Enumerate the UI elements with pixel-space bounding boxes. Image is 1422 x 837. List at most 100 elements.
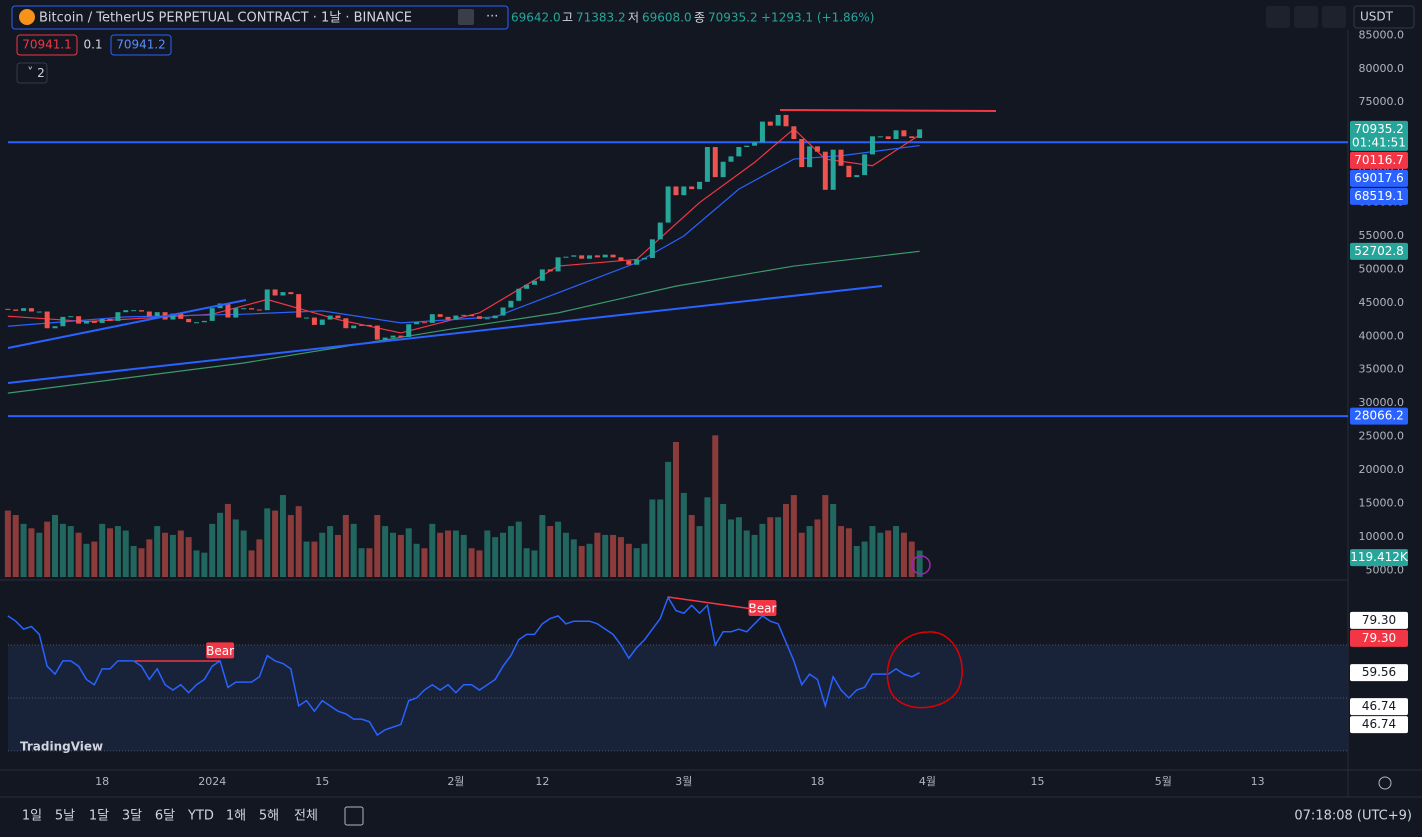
candle bbox=[531, 280, 537, 285]
timeframe-button[interactable]: 3달 bbox=[122, 809, 142, 824]
volume-bar bbox=[783, 503, 790, 577]
timeframe-button[interactable]: 5해 bbox=[259, 809, 279, 824]
volume-bar bbox=[303, 541, 310, 577]
candle bbox=[547, 269, 553, 272]
rsi-badge-box bbox=[1350, 698, 1408, 716]
timeframe-button[interactable]: 1해 bbox=[226, 809, 246, 824]
high: 71383.2 bbox=[576, 11, 626, 25]
timeframe-button[interactable]: 1일 bbox=[22, 809, 42, 824]
volume-bar bbox=[531, 550, 538, 577]
timeframe-button[interactable]: 5날 bbox=[55, 809, 75, 824]
volume-bar bbox=[893, 526, 900, 577]
y-tick-label: 75000.0 bbox=[1359, 95, 1405, 108]
spread: 0.1 bbox=[83, 38, 102, 52]
volume-bar bbox=[806, 526, 813, 577]
price-badge-box bbox=[1350, 242, 1408, 260]
volume-bar bbox=[83, 543, 90, 577]
clock: 07:18:08 (UTC+9) bbox=[1294, 809, 1412, 824]
volume-bar bbox=[570, 539, 577, 577]
volume-bar bbox=[99, 523, 106, 577]
timeframe-button[interactable]: 6달 bbox=[155, 809, 175, 824]
candle bbox=[822, 151, 828, 190]
buy-button[interactable] bbox=[110, 34, 172, 56]
rsi-badge: 46.74 bbox=[1362, 699, 1396, 713]
currency-select[interactable] bbox=[1353, 5, 1415, 29]
y-tick-label: 45000.0 bbox=[1359, 296, 1405, 309]
x-tick-label: 18 bbox=[95, 775, 109, 788]
volume-bar bbox=[460, 534, 467, 577]
indicators-toggle[interactable] bbox=[16, 62, 48, 84]
candle bbox=[712, 147, 718, 178]
volume-bar bbox=[334, 534, 341, 577]
volume-bar bbox=[586, 543, 593, 577]
btc-icon bbox=[19, 9, 35, 25]
settings-icon[interactable] bbox=[1378, 776, 1392, 790]
candle bbox=[272, 289, 278, 296]
candle bbox=[241, 308, 247, 310]
indicators-count[interactable]: ˅ 2 bbox=[27, 66, 44, 80]
button[interactable] bbox=[1266, 6, 1290, 28]
candle bbox=[767, 121, 773, 126]
candle bbox=[304, 317, 310, 319]
low: 69608.0 bbox=[642, 11, 692, 25]
button[interactable] bbox=[1294, 6, 1318, 28]
volume-bar bbox=[279, 495, 286, 577]
candle bbox=[775, 114, 781, 126]
candle bbox=[319, 319, 325, 325]
candle bbox=[516, 288, 522, 301]
volume-bar bbox=[445, 530, 452, 577]
volume-bar bbox=[146, 539, 153, 577]
candle bbox=[233, 308, 239, 318]
x-tick-label: 15 bbox=[1031, 775, 1045, 788]
y-tick-label: 85000.0 bbox=[1359, 28, 1405, 41]
symbol-box[interactable] bbox=[11, 5, 509, 30]
candle bbox=[579, 255, 585, 259]
candle bbox=[296, 294, 302, 318]
candle bbox=[311, 317, 317, 325]
plot: BearBear85000.080000.075000.070000.06500… bbox=[4, 28, 1409, 788]
candle bbox=[744, 145, 750, 148]
candle bbox=[256, 309, 262, 311]
sell-button[interactable] bbox=[16, 34, 78, 56]
alert-icon[interactable] bbox=[911, 555, 931, 575]
candle bbox=[453, 315, 459, 320]
volume-bar bbox=[28, 528, 35, 577]
volume-bar bbox=[36, 532, 43, 577]
volume-bar bbox=[696, 526, 703, 577]
y-tick-label: 50000.0 bbox=[1359, 262, 1405, 275]
volume-bar bbox=[539, 515, 546, 577]
volume-bar bbox=[20, 523, 27, 577]
more[interactable]: ··· bbox=[486, 10, 498, 25]
volume-bar bbox=[217, 512, 224, 577]
candle bbox=[673, 186, 679, 196]
timeframe-button[interactable]: 1달 bbox=[89, 809, 109, 824]
sell-price[interactable]: 70941.1 bbox=[22, 38, 72, 52]
rsi-badge: 59.56 bbox=[1362, 665, 1396, 679]
currency[interactable]: USDT bbox=[1360, 10, 1394, 24]
volume-bar bbox=[114, 526, 121, 577]
volume-bar bbox=[908, 541, 915, 577]
candle bbox=[484, 318, 490, 320]
candle bbox=[382, 337, 388, 340]
candle bbox=[508, 300, 514, 308]
candle bbox=[36, 311, 42, 313]
timeframes: 1일 5날 1달 3달 6달 YTD 1해 5해 전체 bbox=[22, 809, 318, 824]
volume-bar bbox=[751, 534, 758, 577]
y-tick-label: 80000.0 bbox=[1359, 62, 1405, 75]
buy-price[interactable]: 70941.2 bbox=[116, 38, 166, 52]
candle bbox=[657, 222, 663, 240]
timeframe-button[interactable]: 전체 bbox=[294, 809, 318, 824]
volume-bar bbox=[107, 528, 114, 577]
volume-bar bbox=[790, 495, 797, 577]
icon[interactable] bbox=[458, 9, 474, 25]
candle bbox=[854, 175, 860, 178]
candle bbox=[704, 147, 710, 182]
volume-bar bbox=[162, 532, 169, 577]
candle bbox=[492, 315, 498, 319]
volume-bar bbox=[672, 441, 679, 577]
button[interactable] bbox=[1322, 6, 1346, 28]
date-range-icon[interactable] bbox=[344, 806, 364, 826]
change: +1293.1 (+1.86%) bbox=[761, 11, 874, 25]
timeframe-button[interactable]: YTD bbox=[187, 809, 214, 824]
volume-bar bbox=[814, 519, 821, 577]
